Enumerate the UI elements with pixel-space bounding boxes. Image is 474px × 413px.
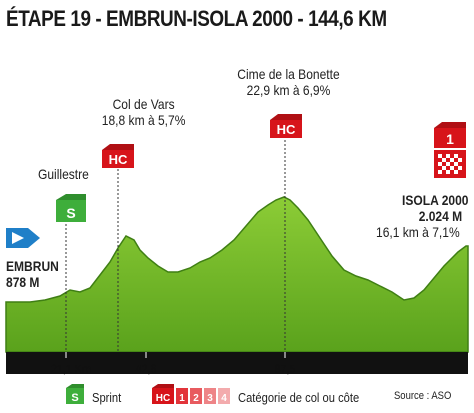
- legend-sprint-label: Sprint: [92, 390, 122, 405]
- legend-sprint-icon: S: [66, 384, 84, 404]
- legend-category-icons: HC 1 2 3 4: [152, 384, 230, 404]
- km-marker-guillestre: 21,1 Km: [50, 362, 92, 376]
- start-flag-icon: [6, 228, 40, 248]
- km-marker-vars: 42,6: [135, 362, 157, 376]
- sprint-badge-icon: S: [56, 194, 86, 222]
- finish-climb-label: 16,1 km à 7,1%: [376, 224, 460, 240]
- finish-flag-icon: [434, 150, 466, 178]
- svg-text:HC: HC: [156, 393, 170, 404]
- hc-vars-badge-icon: HC: [102, 144, 134, 168]
- svg-text:1: 1: [179, 393, 185, 404]
- col-de-vars-label: Col de Vars 18,8 km à 5,7%: [101, 96, 186, 128]
- km-marker-bonette: 87,5: [274, 362, 296, 376]
- svg-text:S: S: [66, 205, 75, 221]
- elevation-profile: [5, 196, 469, 353]
- legend-category-label: Catégorie de col ou côte: [238, 390, 360, 405]
- bonette-label: Cime de la Bonette 22,9 km à 6,9%: [237, 66, 340, 98]
- svg-text:4: 4: [221, 393, 227, 404]
- guillestre-label: Guillestre: [38, 166, 89, 182]
- hc-bonette-badge-icon: HC: [270, 114, 302, 138]
- source-label: Source : ASO: [394, 390, 452, 402]
- start-town-label: EMBRUN 878 M: [6, 258, 59, 290]
- svg-text:HC: HC: [277, 122, 296, 137]
- finish-cat1-badge-icon: 1: [434, 122, 466, 148]
- svg-text:1: 1: [446, 131, 454, 147]
- svg-text:S: S: [71, 392, 78, 404]
- finish-town-label: ISOLA 2000 2.024 M: [402, 192, 469, 224]
- svg-text:2: 2: [193, 393, 199, 404]
- stage-title: ÉTAPE 19 - EMBRUN-ISOLA 2000 - 144,6 KM: [6, 6, 387, 31]
- svg-text:3: 3: [207, 393, 213, 404]
- svg-text:HC: HC: [109, 152, 128, 167]
- distance-band: [6, 352, 468, 374]
